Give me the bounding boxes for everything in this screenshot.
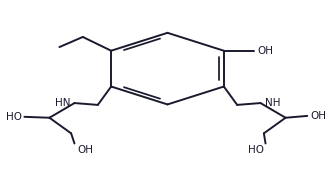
Text: HO: HO: [248, 145, 264, 155]
Text: HO: HO: [6, 112, 22, 122]
Text: HN: HN: [55, 98, 70, 108]
Text: NH: NH: [265, 98, 280, 108]
Text: OH: OH: [310, 111, 326, 121]
Text: OH: OH: [77, 145, 93, 155]
Text: OH: OH: [257, 46, 273, 56]
